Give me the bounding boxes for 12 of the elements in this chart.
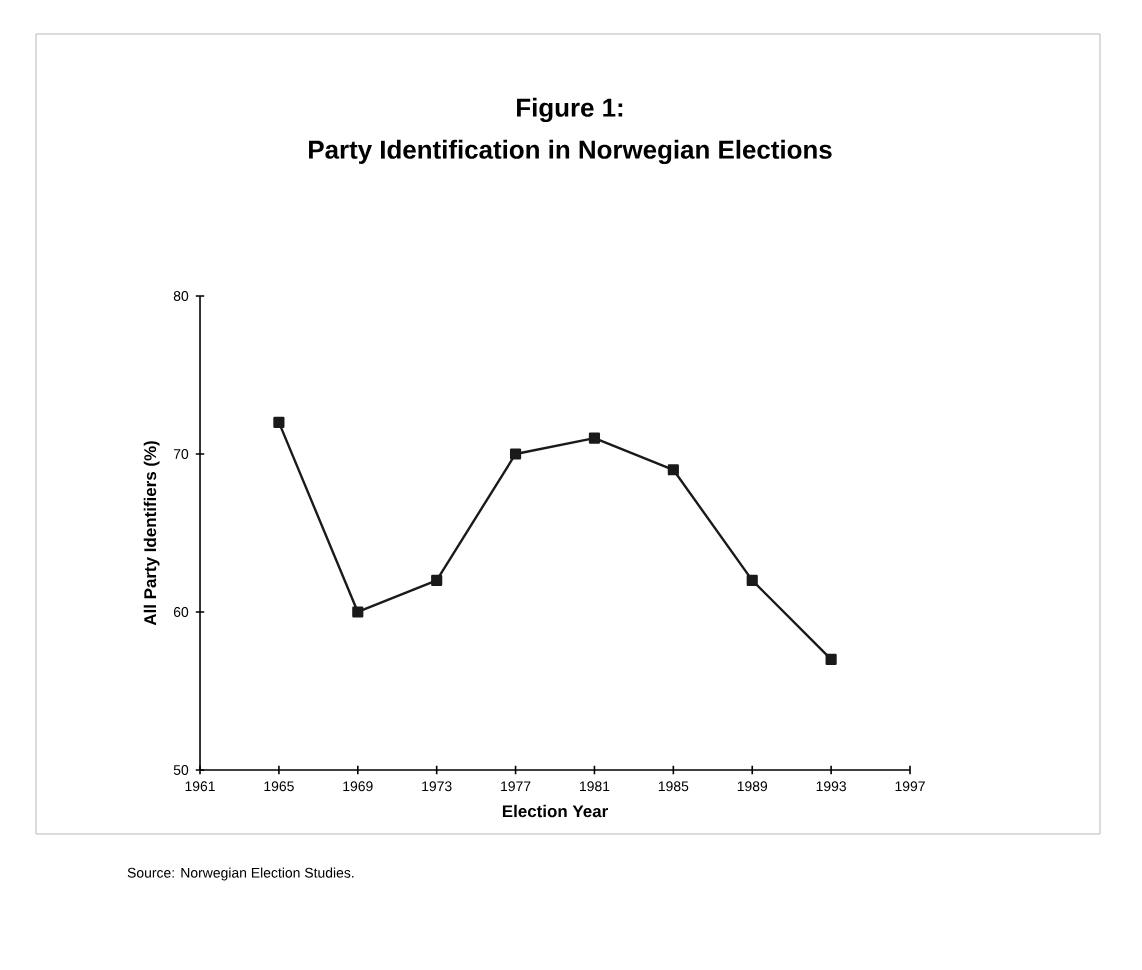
point xyxy=(431,574,443,586)
chart-subtitle: Party Identification in Norwegian Elections xyxy=(309,139,832,165)
point xyxy=(667,464,679,476)
point xyxy=(746,574,758,586)
x-axis-title: Election Year xyxy=(502,804,608,818)
y-axis-title: All Party Identifiers (%) xyxy=(143,441,160,626)
point xyxy=(509,448,522,460)
point xyxy=(825,653,837,665)
point xyxy=(588,432,601,444)
point xyxy=(273,416,285,428)
chart-title: Figure 1: xyxy=(517,97,623,123)
point xyxy=(352,606,364,618)
